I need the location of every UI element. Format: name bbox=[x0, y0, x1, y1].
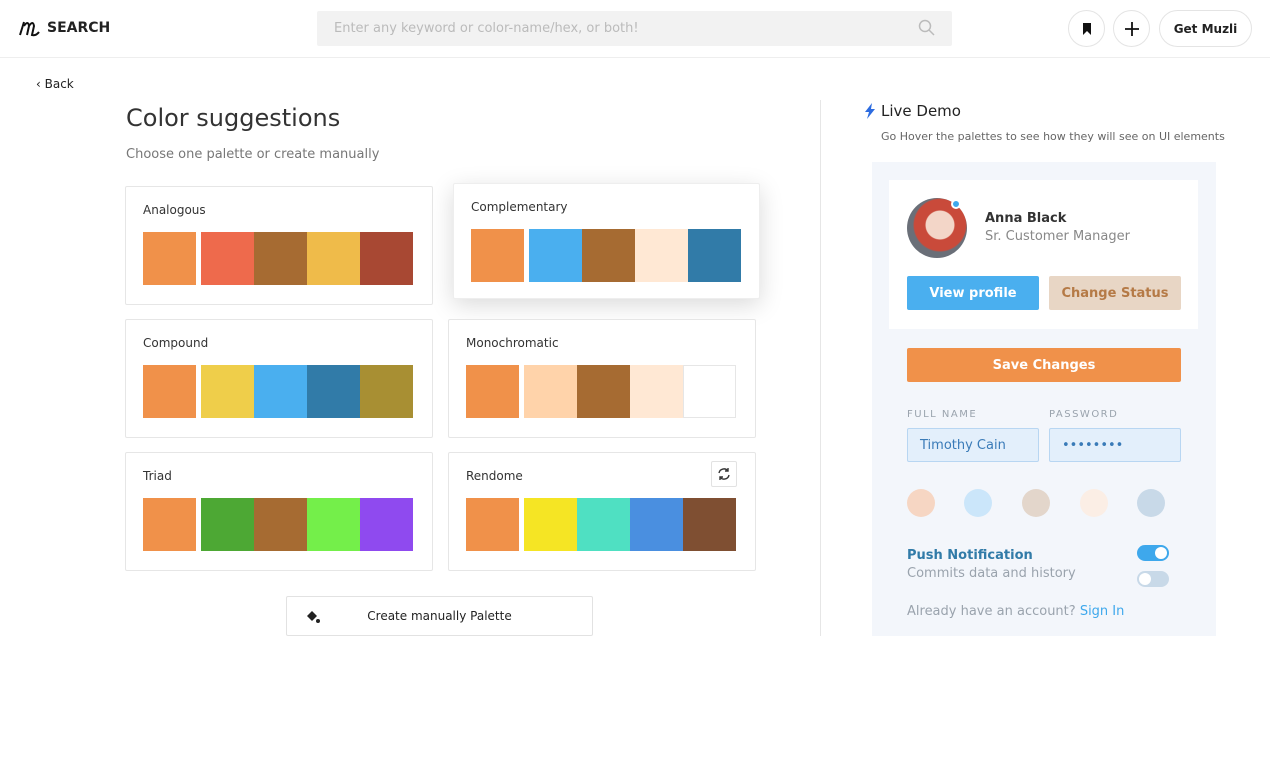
swatch[interactable] bbox=[143, 365, 196, 418]
palette-card[interactable]: Complementary bbox=[453, 183, 760, 299]
bolt-icon bbox=[865, 103, 875, 119]
swatch[interactable] bbox=[307, 365, 360, 418]
swatch[interactable] bbox=[307, 498, 360, 551]
swatch[interactable] bbox=[254, 365, 307, 418]
top-bar: SEARCH Enter any keyword or color-name/h… bbox=[0, 0, 1270, 58]
signin-text: Already have an account? bbox=[907, 604, 1076, 619]
notification-text: Commits data and history bbox=[907, 566, 1076, 581]
toggle-on[interactable] bbox=[1137, 545, 1169, 561]
swatch[interactable] bbox=[201, 498, 254, 551]
subtitle: Choose one palette or create manually bbox=[126, 147, 380, 162]
swatch[interactable] bbox=[143, 232, 196, 285]
swatch[interactable] bbox=[466, 365, 519, 418]
palette-name: Compound bbox=[143, 336, 209, 350]
fingerprint-icon[interactable] bbox=[1080, 489, 1108, 517]
password-input[interactable]: •••••••• bbox=[1049, 428, 1181, 462]
refresh-button[interactable] bbox=[711, 461, 737, 487]
profile-name: Anna Black bbox=[985, 211, 1067, 226]
search-icon[interactable] bbox=[918, 19, 936, 37]
swatch[interactable] bbox=[582, 229, 635, 282]
chat-icon[interactable] bbox=[907, 489, 935, 517]
swatch[interactable] bbox=[630, 498, 683, 551]
create-palette-text[interactable]: Create manually Palette bbox=[367, 609, 512, 623]
palette-name: Analogous bbox=[143, 203, 206, 217]
palette-name: Monochromatic bbox=[466, 336, 559, 350]
field-label: PASSWORD bbox=[1049, 409, 1119, 420]
swatch[interactable] bbox=[360, 498, 413, 551]
swatch[interactable] bbox=[635, 229, 688, 282]
swatch[interactable] bbox=[143, 498, 196, 551]
swatch[interactable] bbox=[254, 498, 307, 551]
palette-card[interactable]: Compound bbox=[125, 319, 433, 438]
swatch[interactable] bbox=[630, 365, 683, 418]
create-palette-button[interactable]: Create manually Palette bbox=[286, 596, 593, 636]
bookmark-button[interactable] bbox=[1068, 10, 1105, 47]
toggle-off[interactable] bbox=[1137, 571, 1169, 587]
profile-role: Sr. Customer Manager bbox=[985, 229, 1130, 244]
swatch[interactable] bbox=[307, 232, 360, 285]
logo[interactable] bbox=[18, 18, 42, 38]
signin-line: Already have an account? Sign In bbox=[907, 604, 1124, 619]
view-profile-button[interactable]: View profile bbox=[907, 276, 1039, 310]
swatch[interactable] bbox=[201, 365, 254, 418]
palette-card[interactable]: Triad bbox=[125, 452, 433, 571]
swatch[interactable] bbox=[683, 365, 736, 418]
swatch[interactable] bbox=[201, 232, 254, 285]
palette-name: Triad bbox=[143, 469, 172, 483]
swatch[interactable] bbox=[577, 498, 630, 551]
swatch[interactable] bbox=[360, 365, 413, 418]
field-label: FULL NAME bbox=[907, 409, 978, 420]
swatch[interactable] bbox=[360, 232, 413, 285]
swatch[interactable] bbox=[524, 365, 577, 418]
brand: SEARCH bbox=[47, 20, 111, 36]
divider bbox=[820, 100, 821, 636]
save-button[interactable]: Save Changes bbox=[907, 348, 1181, 382]
get-muzli-button[interactable]: Get Muzli bbox=[1159, 10, 1252, 47]
swatch[interactable] bbox=[471, 229, 524, 282]
back-link[interactable]: ‹ Back bbox=[36, 77, 74, 91]
add-button[interactable] bbox=[1113, 10, 1150, 47]
swatch[interactable] bbox=[529, 229, 582, 282]
palette-name: Rendome bbox=[466, 469, 523, 483]
signin-link[interactable]: Sign In bbox=[1079, 604, 1125, 619]
location-icon[interactable] bbox=[964, 489, 992, 517]
search-input[interactable]: Enter any keyword or color-name/hex, or … bbox=[317, 11, 952, 46]
mail-icon[interactable] bbox=[1022, 489, 1050, 517]
swatch[interactable] bbox=[683, 498, 736, 551]
calendar-icon[interactable] bbox=[1137, 489, 1165, 517]
swatch[interactable] bbox=[577, 365, 630, 418]
palette-card[interactable]: Rendome bbox=[448, 452, 756, 571]
palette-card[interactable]: Analogous bbox=[125, 186, 433, 305]
title: Color suggestions bbox=[126, 104, 341, 132]
demo-title: Live Demo bbox=[881, 102, 961, 120]
online-dot bbox=[951, 199, 961, 209]
palette-name: Complementary bbox=[471, 200, 568, 214]
demo-hint: Go Hover the palettes to see how they wi… bbox=[881, 130, 1225, 143]
notification-title: Push Notification bbox=[907, 548, 1033, 563]
name-input[interactable]: Timothy Cain bbox=[907, 428, 1039, 462]
swatch[interactable] bbox=[466, 498, 519, 551]
back-text[interactable]: Back bbox=[44, 77, 74, 91]
change-status-button[interactable]: Change Status bbox=[1049, 276, 1181, 310]
swatch[interactable] bbox=[524, 498, 577, 551]
swatch[interactable] bbox=[254, 232, 307, 285]
swatch[interactable] bbox=[688, 229, 741, 282]
palette-card[interactable]: Monochromatic bbox=[448, 319, 756, 438]
